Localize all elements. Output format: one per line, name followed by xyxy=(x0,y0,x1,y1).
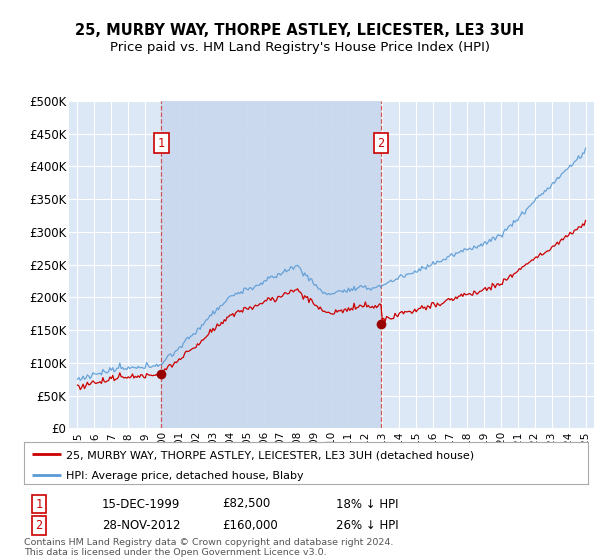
Text: HPI: Average price, detached house, Blaby: HPI: Average price, detached house, Blab… xyxy=(66,471,304,481)
Text: 28-NOV-2012: 28-NOV-2012 xyxy=(102,519,181,532)
Text: £160,000: £160,000 xyxy=(222,519,278,532)
Bar xyxy=(161,101,381,428)
Text: 1: 1 xyxy=(158,137,165,150)
Text: 1: 1 xyxy=(35,497,43,511)
Text: 26% ↓ HPI: 26% ↓ HPI xyxy=(336,519,398,532)
Text: 2: 2 xyxy=(35,519,43,532)
Text: 18% ↓ HPI: 18% ↓ HPI xyxy=(336,497,398,511)
Text: 25, MURBY WAY, THORPE ASTLEY, LEICESTER, LE3 3UH: 25, MURBY WAY, THORPE ASTLEY, LEICESTER,… xyxy=(76,24,524,38)
Text: 15-DEC-1999: 15-DEC-1999 xyxy=(102,497,181,511)
Text: Contains HM Land Registry data © Crown copyright and database right 2024.
This d: Contains HM Land Registry data © Crown c… xyxy=(24,538,394,557)
Text: 25, MURBY WAY, THORPE ASTLEY, LEICESTER, LE3 3UH (detached house): 25, MURBY WAY, THORPE ASTLEY, LEICESTER,… xyxy=(66,450,475,460)
Text: 2: 2 xyxy=(377,137,385,150)
Text: £82,500: £82,500 xyxy=(222,497,270,511)
Text: Price paid vs. HM Land Registry's House Price Index (HPI): Price paid vs. HM Land Registry's House … xyxy=(110,41,490,54)
